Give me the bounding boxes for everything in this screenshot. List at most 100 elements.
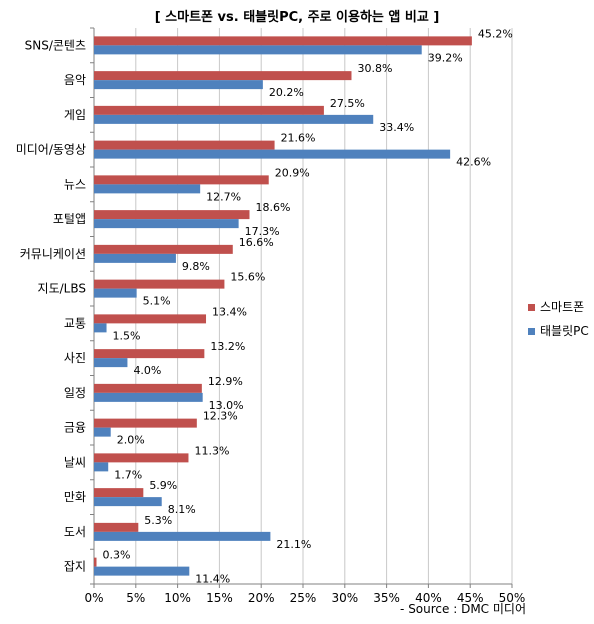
category-label: 지도/LBS	[38, 282, 86, 296]
value-label-smartphone: 12.9%	[208, 375, 243, 388]
category-label: 커뮤니케이션	[20, 247, 86, 261]
bar-smartphone	[94, 314, 207, 324]
value-label-tablet: 5.1%	[143, 295, 171, 308]
bar-tablet	[94, 531, 271, 541]
bar-smartphone	[94, 71, 352, 81]
category-label: 뉴스	[64, 177, 86, 191]
category-label: 금융	[64, 421, 86, 435]
x-tick-label: 45%	[457, 591, 484, 605]
category-label: 사진	[64, 351, 86, 365]
value-label-tablet: 8.1%	[168, 503, 196, 516]
value-label-smartphone: 5.9%	[149, 479, 177, 492]
bar-tablet	[94, 149, 451, 159]
value-label-smartphone: 5.3%	[144, 514, 172, 527]
value-label-tablet: 1.5%	[113, 329, 141, 342]
bar-smartphone	[94, 383, 202, 393]
category-label: 날씨	[64, 455, 86, 469]
value-label-smartphone: 20.9%	[275, 166, 310, 179]
bar-tablet	[94, 114, 374, 124]
bar-smartphone	[94, 175, 269, 185]
x-tick-label: 25%	[290, 591, 317, 605]
bar-smartphone	[94, 210, 250, 220]
category-label: 도서	[64, 525, 86, 539]
category-label: 만화	[64, 490, 86, 504]
value-label-smartphone: 0.3%	[103, 549, 131, 562]
bar-smartphone	[94, 279, 225, 289]
bar-smartphone	[94, 244, 233, 254]
bar-tablet	[94, 358, 128, 368]
x-tick-label: 15%	[206, 591, 233, 605]
bar-smartphone	[94, 36, 472, 46]
value-label-smartphone: 30.8%	[357, 62, 392, 75]
category-label: 교통	[64, 316, 86, 330]
category-label: 일정	[64, 386, 86, 400]
value-label-smartphone: 21.6%	[281, 132, 316, 145]
value-label-smartphone: 13.2%	[210, 340, 245, 353]
category-label: 음악	[64, 73, 86, 87]
bar-tablet	[94, 427, 111, 437]
bar-smartphone	[94, 418, 197, 428]
source-note: - Source : DMC 미디어	[400, 602, 526, 616]
legend-label-tablet: 태블릿PC	[540, 324, 589, 338]
category-label: 포털앱	[53, 212, 86, 226]
category-label: 게임	[64, 108, 86, 122]
legend-item-tablet: 태블릿PC	[528, 322, 589, 339]
bar-tablet	[94, 288, 137, 298]
legend-label-smartphone: 스마트폰	[540, 300, 585, 314]
value-label-tablet: 33.4%	[379, 121, 414, 134]
x-tick-label: 40%	[415, 591, 442, 605]
bar-smartphone	[94, 557, 97, 567]
bar-smartphone	[94, 488, 144, 498]
bar-tablet	[94, 80, 263, 90]
bar-tablet	[94, 392, 203, 402]
value-label-tablet: 2.0%	[117, 434, 145, 447]
value-label-smartphone: 18.6%	[255, 201, 290, 214]
value-label-tablet: 21.1%	[276, 538, 311, 551]
x-tick-label: 0%	[84, 591, 103, 605]
bar-smartphone	[94, 140, 275, 150]
bar-smartphone	[94, 105, 324, 115]
value-label-tablet: 13.0%	[209, 399, 244, 412]
value-label-smartphone: 15.6%	[230, 271, 265, 284]
x-tick-label: 50%	[499, 591, 526, 605]
category-label: 잡지	[64, 560, 86, 574]
value-label-tablet: 9.8%	[182, 260, 210, 273]
bar-tablet	[94, 219, 239, 229]
value-label-tablet: 4.0%	[133, 364, 161, 377]
value-label-tablet: 42.6%	[456, 156, 491, 169]
legend-item-smartphone: 스마트폰	[528, 298, 584, 315]
category-label: SNS/콘텐츠	[25, 38, 86, 52]
value-label-smartphone: 16.6%	[239, 236, 274, 249]
x-tick-label: 10%	[164, 591, 191, 605]
value-label-smartphone: 12.3%	[203, 410, 238, 423]
x-tick-label: 20%	[248, 591, 275, 605]
value-label-smartphone: 45.2%	[478, 27, 513, 40]
value-label-smartphone: 11.3%	[194, 444, 229, 457]
value-label-tablet: 39.2%	[428, 51, 463, 64]
value-label-tablet: 12.7%	[206, 190, 241, 203]
bar-smartphone	[94, 453, 189, 463]
value-label-tablet: 1.7%	[114, 468, 142, 481]
value-label-tablet: 11.4%	[195, 573, 230, 586]
x-tick-label: 5%	[126, 591, 145, 605]
value-label-tablet: 20.2%	[269, 86, 304, 99]
value-label-smartphone: 27.5%	[330, 97, 365, 110]
x-tick-label: 35%	[373, 591, 400, 605]
value-label-smartphone: 13.4%	[212, 305, 247, 318]
bar-tablet	[94, 184, 201, 194]
chart-title: [ 스마트폰 vs. 태블릿PC, 주로 이용하는 앱 비교 ]	[154, 10, 440, 25]
bar-tablet	[94, 497, 162, 507]
value-label-tablet: 17.3%	[245, 225, 280, 238]
category-label: 미디어/동영상	[16, 143, 86, 157]
bar-tablet	[94, 253, 176, 263]
x-tick-label: 30%	[331, 591, 358, 605]
bar-tablet	[94, 45, 422, 55]
bar-tablet	[94, 462, 109, 472]
bar-tablet	[94, 323, 107, 333]
bar-smartphone	[94, 522, 139, 532]
bar-tablet	[94, 566, 190, 576]
bar-smartphone	[94, 349, 205, 359]
legend-swatch-tablet	[528, 328, 535, 335]
legend-swatch-smartphone	[528, 304, 535, 311]
